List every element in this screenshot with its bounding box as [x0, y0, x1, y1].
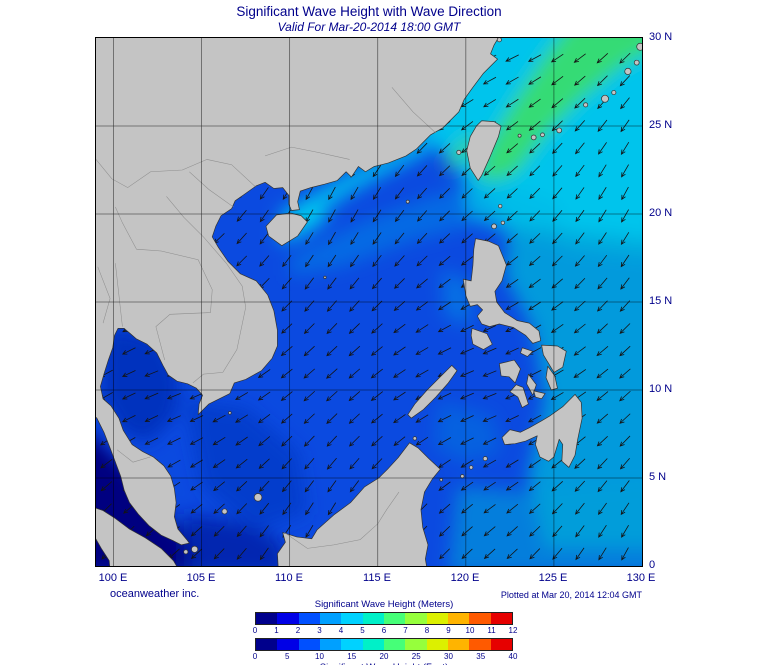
land-bohol-island — [533, 390, 546, 400]
land-borneo-island — [277, 442, 441, 566]
legend-color-cell — [405, 613, 427, 624]
land-mindanao-island — [501, 394, 583, 468]
wave-map-svg — [96, 38, 642, 566]
legend-tick-label: 8 — [424, 626, 430, 635]
legend-color-cell — [426, 613, 448, 624]
small-islands — [183, 38, 642, 555]
legend-color-cell — [447, 613, 470, 624]
land-leyte-island — [545, 365, 558, 391]
legend-tick-label: 40 — [508, 652, 518, 661]
legend-color-cell — [469, 639, 491, 650]
lon-tick-label-100e: 100 E — [98, 572, 128, 584]
legend-tick-label: 0 — [252, 652, 258, 661]
legend-tick-label: 15 — [347, 652, 357, 661]
legend-color-cell — [426, 639, 448, 650]
valid-time-subtitle: Valid For Mar-20-2014 18:00 GMT — [277, 20, 461, 34]
legend-meters-ticks: 0 1 2 3 4 5 6 7 8 9 10 11 12 — [252, 626, 518, 636]
legend-color-cell — [277, 639, 299, 650]
legend-tick-label: 2 — [295, 626, 301, 635]
legend-color-cell — [298, 613, 320, 624]
lat-tick-label-25n: 25 N — [649, 119, 673, 131]
lon-tick-label-120e: 120 E — [450, 572, 480, 584]
legend-tick-label: 3 — [317, 626, 322, 635]
legend-tick-label: 9 — [446, 626, 451, 635]
lon-tick-label-105e: 105 E — [186, 572, 216, 584]
legend-color-cell — [256, 639, 278, 650]
lat-tick-label-5n: 5 N — [649, 471, 667, 483]
lat-tick-label-20n: 20 N — [649, 207, 673, 219]
plotted-timestamp: Plotted at Mar 20, 2014 12:04 GMT — [500, 590, 642, 600]
legend-tick-label: 10 — [465, 626, 475, 635]
legend-tick-label: 11 — [487, 626, 496, 635]
legend-tick-label: 6 — [381, 626, 387, 635]
legend-meters-label: Significant Wave Height (Meters) — [314, 599, 454, 610]
legend-tick-label: 25 — [411, 652, 421, 661]
oceanweather-credit: oceanweather inc. — [110, 588, 200, 600]
land-luzon-island — [462, 238, 542, 344]
land-hainan-island — [265, 212, 308, 247]
legend-meters-colorbar — [255, 612, 513, 625]
legend-tick-label: 30 — [444, 652, 453, 661]
grid-lines — [96, 38, 642, 566]
land-palawan-island — [407, 365, 458, 419]
legend-color-cell — [341, 639, 363, 650]
legend-color-cell — [447, 639, 470, 650]
legend-tick-label: 5 — [360, 626, 365, 635]
lon-tick-label-110e: 110 E — [275, 572, 303, 584]
lat-tick-label-30n: 30 N — [649, 31, 673, 43]
legend-color-cell — [405, 639, 427, 650]
legend-tick-label: 35 — [476, 652, 486, 661]
legend-feet-label: Significant Wave Height (Feet) — [255, 662, 513, 665]
legend-tick-label: 0 — [252, 626, 258, 635]
legend-color-cell — [319, 613, 342, 624]
legend-color-cell — [341, 613, 363, 624]
land-panay-island — [498, 359, 521, 384]
lat-tick-label-15n: 15 N — [649, 295, 673, 307]
legend-tick-label: 1 — [274, 626, 279, 635]
land-negros-island — [509, 384, 529, 408]
legend-tick-label: 10 — [315, 652, 324, 661]
legend-color-cell — [277, 613, 299, 624]
legend-color-cell — [298, 639, 320, 650]
legend-color-cell — [383, 613, 406, 624]
lon-tick-label-125e: 125 E — [538, 572, 568, 584]
land-layer — [96, 38, 642, 566]
legend-color-cell — [319, 639, 342, 650]
legend-tick-label: 4 — [338, 626, 344, 635]
legend-tick-label: 20 — [379, 652, 389, 661]
land-taiwan-island — [466, 120, 502, 181]
legend-color-cell — [256, 613, 278, 624]
lat-tick-label-10n: 10 N — [649, 383, 673, 395]
land-mindoro-island — [470, 328, 493, 350]
legend-color-cell — [490, 639, 512, 650]
legend-color-cell — [383, 639, 406, 650]
legend-feet-ticks: 0 5 10 15 20 25 30 35 40 — [252, 652, 518, 662]
legend-color-cell — [490, 613, 512, 624]
legend-tick-label: 5 — [285, 652, 290, 661]
title-block: Significant Wave Height with Wave Direct… — [95, 4, 643, 34]
legend-tick-label: 12 — [508, 626, 518, 635]
legend-color-cell — [362, 613, 384, 624]
lat-tick-label-0: 0 — [649, 559, 656, 571]
legend-color-cell — [469, 613, 491, 624]
legend-tick-label: 7 — [403, 626, 408, 635]
legend-feet-colorbar — [255, 638, 513, 651]
page-title: Significant Wave Height with Wave Direct… — [236, 4, 502, 19]
map-frame — [95, 37, 643, 567]
land-asia-mainland — [96, 38, 499, 546]
legend-color-cell — [362, 639, 384, 650]
land-masbate-island — [520, 347, 534, 357]
lon-tick-label-115e: 115 E — [363, 572, 391, 584]
land-sumatra-island — [96, 507, 177, 566]
lon-tick-label-130e: 130 E — [626, 572, 656, 584]
